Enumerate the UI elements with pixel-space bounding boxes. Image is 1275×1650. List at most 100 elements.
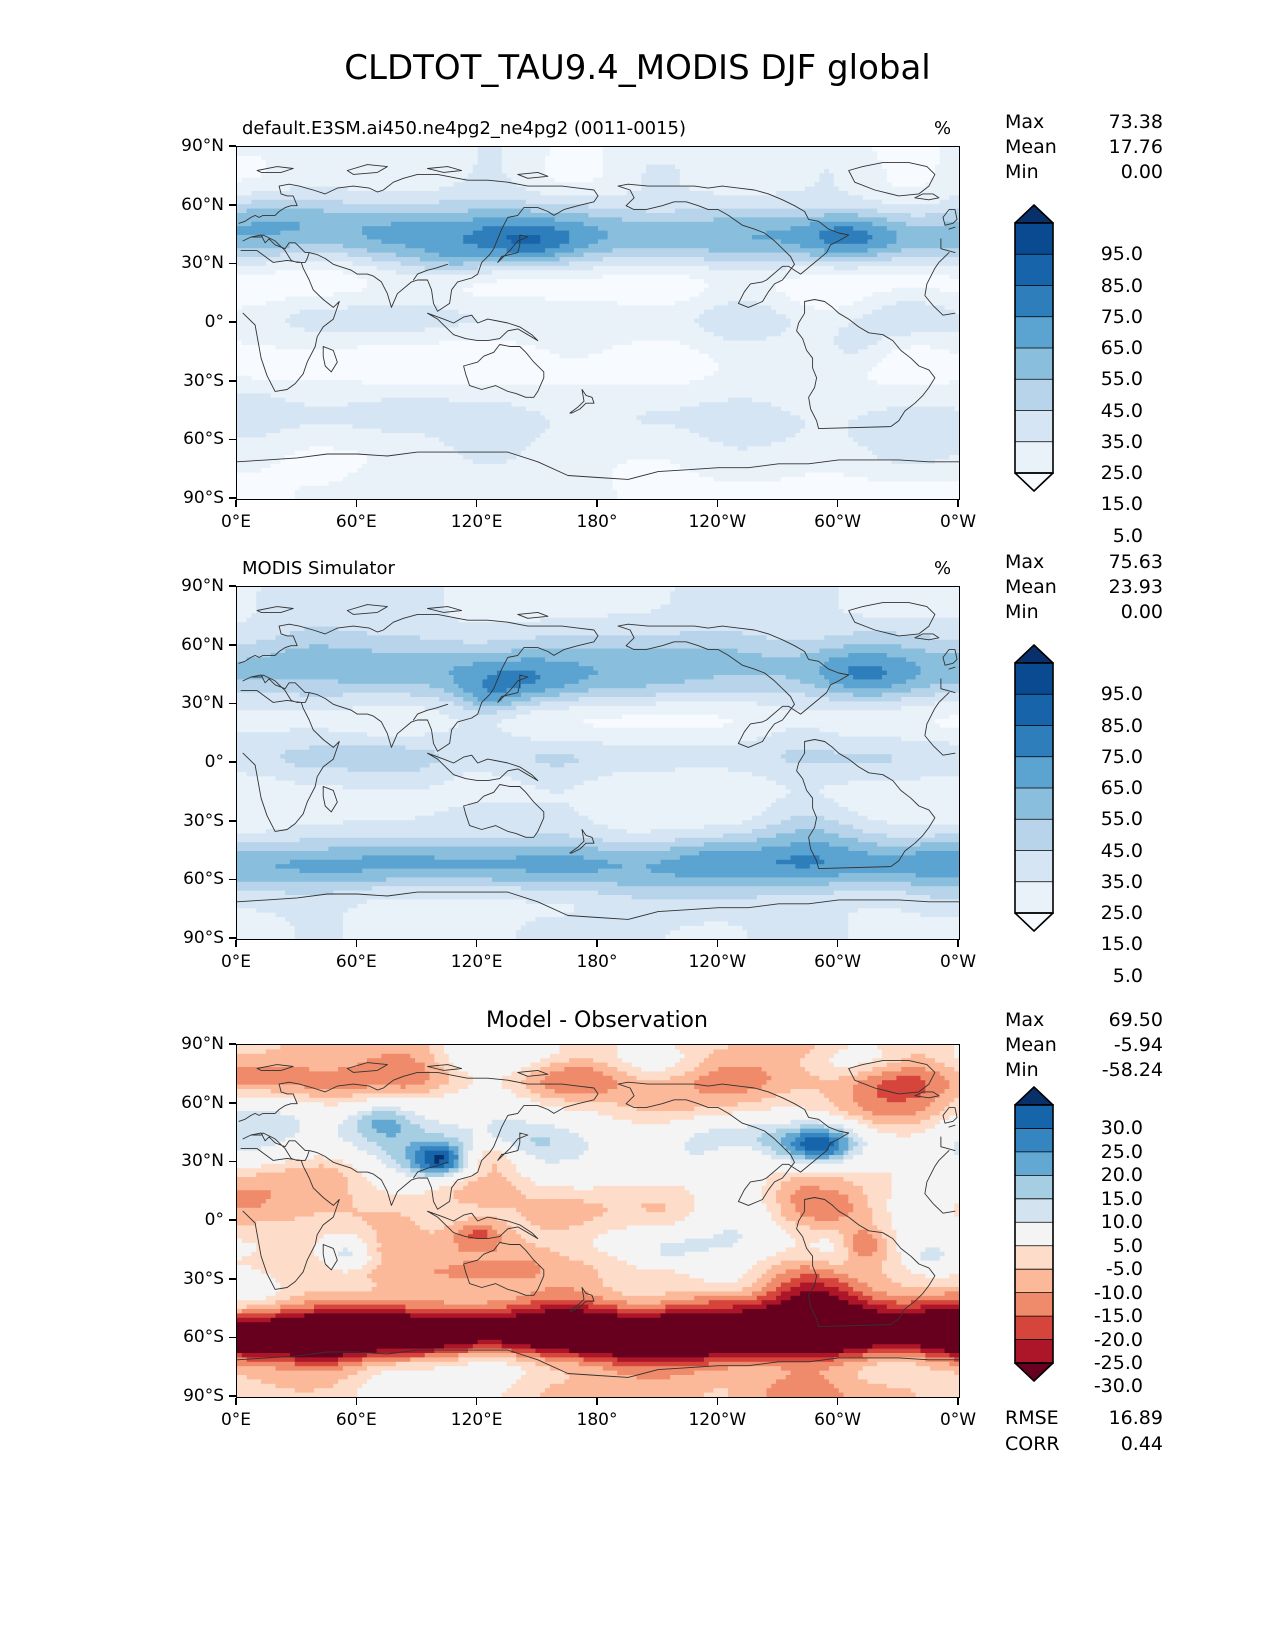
colorbar-tick-label: 30.0 bbox=[1100, 1117, 1143, 1140]
lat-tick-mark bbox=[229, 702, 236, 705]
metrics-key: CORR bbox=[1005, 1433, 1060, 1455]
lat-tick-label: 30°S bbox=[183, 1268, 224, 1289]
stats-value: 17.76 bbox=[1108, 136, 1163, 158]
stats-key: Min bbox=[1005, 161, 1039, 183]
colorbar-tick-label: 5.0 bbox=[1112, 964, 1143, 987]
colorbar-tick-label: 15.0 bbox=[1100, 933, 1143, 956]
coastline-overlay bbox=[237, 162, 959, 480]
metrics-row: CORR 0.44 bbox=[1005, 1431, 1165, 1457]
figure-suptitle: CLDTOT_TAU9.4_MODIS DJF global bbox=[344, 48, 931, 88]
lon-tick-label: 180° bbox=[576, 1410, 618, 1430]
stats-value: 73.38 bbox=[1108, 111, 1163, 133]
lat-tick-mark bbox=[229, 643, 236, 646]
stats-key: Max bbox=[1005, 1009, 1045, 1031]
lat-tick-label: 60°N bbox=[181, 1092, 224, 1113]
lon-tick-label: 0°E bbox=[220, 952, 252, 972]
stats-key: Max bbox=[1005, 551, 1045, 573]
lat-tick-label: 30°N bbox=[181, 693, 224, 714]
lon-tick-mark bbox=[716, 940, 719, 947]
stats-value: 23.93 bbox=[1108, 576, 1163, 598]
lon-tick-label: 120°W bbox=[688, 512, 747, 532]
lat-tick-label: 0° bbox=[204, 312, 224, 332]
lon-tick-mark bbox=[596, 1398, 598, 1405]
colorbar-tick-label: 95.0 bbox=[1100, 243, 1143, 266]
coastline-overlay bbox=[237, 1060, 959, 1378]
lat-tick-label: 60°N bbox=[181, 194, 224, 215]
lon-tick-label: 180° bbox=[576, 512, 618, 532]
colorbar-tick-label: 85.0 bbox=[1100, 274, 1143, 297]
colorbar-tick-label: 15.0 bbox=[1100, 493, 1143, 516]
lat-tick-label: 0° bbox=[204, 752, 224, 772]
colorbar-tick-label: 75.0 bbox=[1100, 305, 1143, 328]
colorbar-tick-label: -15.0 bbox=[1093, 1305, 1143, 1328]
lon-tick-label: 120°W bbox=[688, 952, 747, 972]
lat-tick-label: 90°S bbox=[183, 1386, 224, 1406]
metrics-value: 16.89 bbox=[1108, 1407, 1163, 1429]
stats-row: Mean -5.94 bbox=[1005, 1033, 1165, 1058]
colorbar-tick-label: 25.0 bbox=[1100, 462, 1143, 484]
lon-tick-mark bbox=[235, 940, 237, 947]
lat-tick-label: 60°N bbox=[181, 634, 224, 655]
colorbar-model: 95.0 85.0 75.0 65.0 55.0 45.0 35.0 25.0 15.0 5.0 bbox=[1013, 203, 1171, 547]
lon-tick-mark bbox=[836, 940, 839, 947]
stats-row: Max 75.63 bbox=[1005, 550, 1165, 575]
lon-tick-mark bbox=[355, 1398, 358, 1405]
units-label-observation: % bbox=[934, 558, 952, 579]
lat-tick-label: 60°S bbox=[183, 869, 224, 890]
lon-tick-label: 120°W bbox=[688, 1410, 747, 1430]
stats-value: 0.00 bbox=[1120, 161, 1163, 183]
stats-row: Min 0.00 bbox=[1005, 600, 1165, 625]
map-observation[interactable] bbox=[236, 586, 960, 940]
colorbar-tick-label: 10.0 bbox=[1100, 1211, 1143, 1234]
lon-tick-mark bbox=[957, 940, 959, 947]
panel-title-difference: Model - Observation bbox=[486, 1008, 708, 1033]
stats-key: Max bbox=[1005, 111, 1045, 133]
stats-block-difference: Max 69.50 Mean -5.94 Min -58.24 bbox=[1005, 1008, 1165, 1083]
colorbar-tick-label: 75.0 bbox=[1100, 745, 1143, 768]
colorbar-tick-label: 5.0 bbox=[1112, 1234, 1143, 1257]
colorbar-swatches bbox=[1014, 644, 1054, 932]
lat-tick-mark bbox=[229, 145, 236, 147]
metrics-row: RMSE 16.89 bbox=[1005, 1405, 1165, 1431]
lon-tick-label: 0°W bbox=[939, 1410, 977, 1430]
lon-tick-mark bbox=[836, 500, 839, 507]
colorbar-tick-label: 25.0 bbox=[1100, 902, 1143, 924]
map-difference[interactable] bbox=[236, 1044, 960, 1398]
stats-row: Min -58.24 bbox=[1005, 1058, 1165, 1083]
lat-tick-mark bbox=[229, 761, 236, 763]
metrics-value: 0.44 bbox=[1120, 1433, 1163, 1455]
contour-field bbox=[237, 147, 959, 499]
lon-tick-label: 180° bbox=[576, 952, 618, 972]
metrics-block: RMSE 16.89 CORR 0.44 bbox=[1005, 1405, 1165, 1457]
lon-tick-mark bbox=[596, 940, 598, 947]
colorbar-tick-label: 45.0 bbox=[1100, 399, 1143, 422]
stats-row: Mean 17.76 bbox=[1005, 135, 1165, 160]
colorbar-tick-label: 35.0 bbox=[1100, 870, 1143, 893]
lat-tick-label: 90°S bbox=[183, 488, 224, 508]
map-canvas-difference bbox=[237, 1045, 959, 1397]
units-label-model: % bbox=[934, 118, 952, 139]
lon-tick-label: 60°E bbox=[335, 952, 377, 972]
map-model[interactable] bbox=[236, 146, 960, 500]
lon-tick-mark bbox=[957, 500, 959, 507]
colorbar-tick-label: 55.0 bbox=[1100, 368, 1143, 391]
lon-tick-label: 60°W bbox=[814, 1410, 862, 1430]
lat-tick-label: 60°S bbox=[183, 429, 224, 450]
stats-value: 75.63 bbox=[1108, 551, 1163, 573]
colorbar-tick-label: 20.0 bbox=[1100, 1164, 1143, 1187]
lat-tick-mark bbox=[229, 937, 236, 939]
lat-tick-mark bbox=[229, 438, 236, 441]
lon-tick-label: 60°W bbox=[814, 952, 862, 972]
map-canvas-observation bbox=[237, 587, 959, 939]
colorbar-tick-label: 55.0 bbox=[1100, 808, 1143, 831]
lon-tick-mark bbox=[355, 500, 358, 507]
lon-tick-label: 120°E bbox=[450, 1410, 503, 1430]
lat-tick-mark bbox=[229, 379, 236, 382]
stats-row: Max 73.38 bbox=[1005, 110, 1165, 135]
lat-tick-mark bbox=[229, 321, 236, 323]
metrics-key: RMSE bbox=[1005, 1407, 1059, 1429]
lat-tick-mark bbox=[229, 1160, 236, 1163]
lon-tick-mark bbox=[355, 940, 358, 947]
lat-tick-mark bbox=[229, 878, 236, 881]
lat-tick-label: 90°N bbox=[181, 136, 224, 156]
